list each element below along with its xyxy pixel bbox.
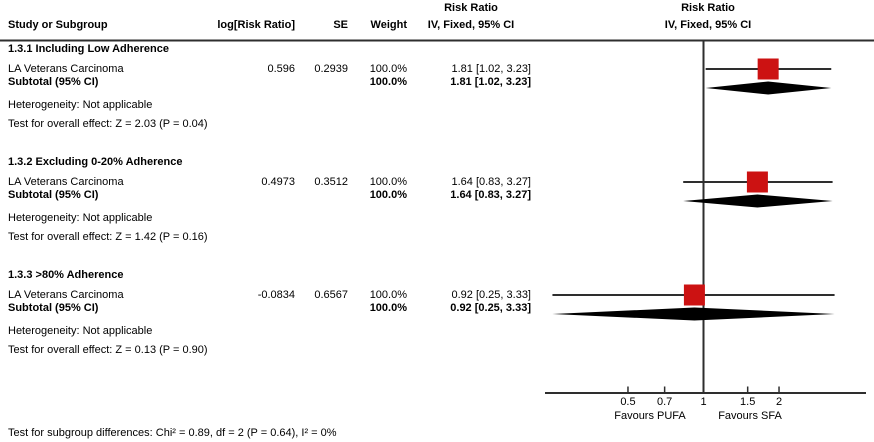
section-heading: 1.3.2 Excluding 0-20% Adherence	[8, 156, 183, 168]
heterogeneity-note: Heterogeneity: Not applicable	[8, 99, 153, 111]
column-header-log-rr: log[Risk Ratio]	[217, 19, 295, 31]
subtotal-weight: 100.0%	[369, 302, 407, 314]
overall-effect-note: Test for overall effect: Z = 2.03 (P = 0…	[8, 118, 208, 130]
study-weight: 100.0%	[369, 176, 407, 188]
axis-tick-label: 1.5	[740, 396, 756, 408]
column-header-study: Study or Subgroup	[8, 19, 108, 31]
favours-left-label: Favours PUFA	[614, 410, 686, 422]
subtotal-label: Subtotal (95% CI)	[8, 302, 99, 314]
subgroup-difference-note: Test for subgroup differences: Chi² = 0.…	[8, 427, 337, 439]
section-heading: 1.3.1 Including Low Adherence	[8, 43, 169, 55]
subtotal-label: Subtotal (95% CI)	[8, 189, 99, 201]
study-weight: 100.0%	[369, 289, 407, 301]
subtotal-weight: 100.0%	[369, 76, 407, 88]
study-name: LA Veterans Carcinoma	[8, 289, 124, 301]
study-log-rr: 0.596	[267, 63, 295, 75]
pooled-diamond	[705, 81, 832, 95]
overall-effect-note: Test for overall effect: Z = 1.42 (P = 0…	[8, 231, 208, 243]
study-ci: 0.92 [0.25, 3.33]	[451, 289, 531, 301]
study-se: 0.3512	[314, 176, 348, 188]
favours-right-label: Favours SFA	[718, 410, 782, 422]
subtotal-ci: 1.81 [1.02, 3.23]	[450, 76, 531, 88]
study-se: 0.2939	[314, 63, 348, 75]
column-header-weight: Weight	[370, 19, 407, 31]
study-name: LA Veterans Carcinoma	[8, 176, 124, 188]
study-weight: 100.0%	[369, 63, 407, 75]
effect-square	[746, 171, 768, 193]
subtotal-label: Subtotal (95% CI)	[8, 76, 99, 88]
axis-tick-label: 0.5	[620, 396, 636, 408]
subtotal-ci: 0.92 [0.25, 3.33]	[450, 302, 531, 314]
heterogeneity-note: Heterogeneity: Not applicable	[8, 212, 153, 224]
axis-tick-label: 1	[700, 396, 707, 408]
study-ci: 1.81 [1.02, 3.23]	[451, 63, 531, 75]
section-heading: 1.3.3 >80% Adherence	[8, 269, 124, 281]
study-log-rr: -0.0834	[257, 289, 295, 301]
study-name: LA Veterans Carcinoma	[8, 63, 124, 75]
subtotal-ci: 1.64 [0.83, 3.27]	[450, 189, 531, 201]
overall-effect-note: Test for overall effect: Z = 0.13 (P = 0…	[8, 344, 208, 356]
study-ci: 1.64 [0.83, 3.27]	[451, 176, 531, 188]
effect-square	[683, 284, 705, 306]
axis-tick-label: 2	[775, 396, 783, 408]
plot-header-effect-title: Risk Ratio	[681, 2, 735, 14]
plot-header-effect-sub: IV, Fixed, 95% CI	[664, 19, 752, 31]
column-header-se: SE	[333, 19, 348, 31]
pooled-diamond	[552, 307, 835, 321]
pooled-diamond	[683, 194, 833, 208]
heterogeneity-note: Heterogeneity: Not applicable	[8, 325, 153, 337]
column-header-effect-sub: IV, Fixed, 95% CI	[427, 19, 515, 31]
effect-square	[757, 58, 779, 80]
study-se: 0.6567	[314, 289, 348, 301]
axis-tick-label: 0.7	[656, 396, 673, 408]
subtotal-weight: 100.0%	[369, 189, 407, 201]
column-header-effect-title: Risk Ratio	[444, 2, 498, 14]
study-log-rr: 0.4973	[261, 176, 295, 188]
